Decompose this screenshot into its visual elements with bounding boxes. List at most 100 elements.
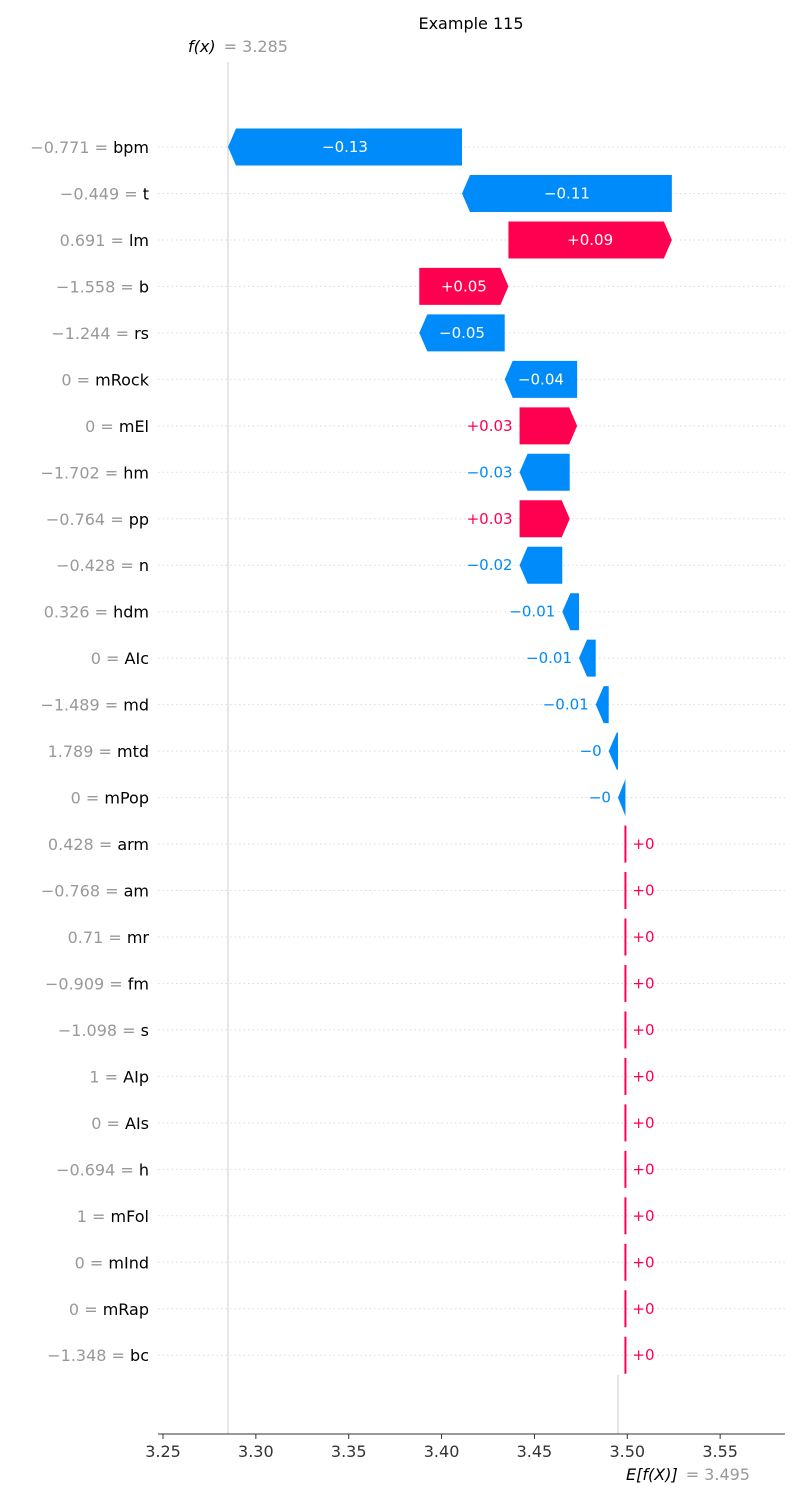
bar-label: −0.01: [526, 649, 572, 667]
fx-annotation: f(x) = 3.285: [188, 37, 288, 56]
feature-value: −0.764 =: [46, 510, 129, 529]
x-tick-label: 3.25: [145, 1442, 181, 1461]
bar-label: +0: [632, 1207, 654, 1225]
grid-layer: [158, 146, 785, 1356]
feature-name: arm: [117, 835, 149, 854]
feature-value: −0.428 =: [56, 556, 139, 575]
bar-label: −0.01: [509, 603, 555, 621]
feature-value: 0.428 =: [48, 835, 117, 854]
feature-name: rs: [134, 324, 149, 343]
feature-name: pp: [129, 510, 149, 529]
efx-value-label: = 3.495: [686, 1465, 750, 1484]
bar-md: [595, 686, 609, 724]
feature-name: mr: [127, 928, 150, 947]
feature-label: −0.768 = am: [41, 882, 149, 901]
bar-label: −0: [580, 742, 602, 760]
feature-label: 0.326 = hdm: [44, 603, 149, 622]
bar-label: −0.03: [467, 463, 513, 481]
feature-label: −1.558 = b: [56, 277, 149, 296]
feature-name: t: [143, 184, 149, 203]
bar-mPop: [617, 779, 626, 817]
bar-label: +0: [632, 1346, 654, 1364]
feature-value: −0.694 =: [56, 1160, 139, 1179]
feature-value: 1.789 =: [48, 742, 117, 761]
bar-label: +0: [632, 835, 654, 853]
feature-value: −1.098 =: [58, 1021, 141, 1040]
feature-name: mPop: [104, 789, 149, 808]
bar-mEl: [519, 407, 578, 445]
feature-name: hm: [123, 463, 149, 482]
feature-value: 0.326 =: [44, 603, 113, 622]
bar-AIc: [578, 639, 596, 677]
efx-symbol: E[f(X)]: [626, 1465, 678, 1484]
bar-label: +0: [632, 1160, 654, 1178]
bar-label: +0.03: [467, 417, 513, 435]
feature-label: −1.244 = rs: [51, 324, 149, 343]
bar-label: +0: [632, 1300, 654, 1318]
fx-value-label: = 3.285: [224, 37, 288, 56]
bars-layer: −0.13 −0.11 +0.09 +0.05 −0.05 −0.04 +0.03 −0.03…: [227, 128, 672, 1374]
feature-value: −0.449 =: [60, 184, 143, 203]
x-tick-label: 3.30: [238, 1442, 274, 1461]
feature-value: 0 =: [61, 370, 95, 389]
svg-text:E[f(X)] = 3.495: E[f(X)] = 3.495: [626, 1465, 750, 1484]
feature-name: AIs: [125, 1114, 149, 1133]
feature-label: 0 = AIc: [91, 649, 149, 668]
feature-label: 1 = mFol: [77, 1207, 149, 1226]
feature-name: am: [124, 882, 149, 901]
svg-text:f(x) = 3.285: f(x) = 3.285: [188, 37, 288, 56]
feature-label: −0.449 = t: [60, 184, 149, 203]
feature-name: lm: [129, 231, 149, 250]
feature-name: mFol: [111, 1207, 149, 1226]
feature-label: −0.771 = bpm: [30, 138, 149, 157]
feature-label: −1.489 = md: [40, 696, 149, 715]
bar-label: +0: [632, 1114, 654, 1132]
bar-hdm: [562, 593, 579, 631]
reference-lines: [227, 62, 619, 1434]
bar-label: −0.04: [518, 370, 564, 388]
feature-value: −1.489 =: [40, 696, 123, 715]
bar-label: +0: [632, 1021, 654, 1039]
bar-pp: [519, 500, 570, 538]
feature-value: −0.909 =: [45, 974, 128, 993]
efx-annotation: E[f(X)] = 3.495: [626, 1465, 750, 1484]
feature-label: −1.702 = hm: [40, 463, 149, 482]
feature-value: −1.348 =: [47, 1346, 130, 1365]
feature-label: 0.691 = lm: [60, 231, 149, 250]
feature-value: −0.768 =: [41, 882, 124, 901]
feature-label: −0.909 = fm: [45, 974, 149, 993]
feature-value: 0.691 =: [60, 231, 129, 250]
feature-value: 0 =: [85, 417, 119, 436]
feature-name: h: [139, 1160, 149, 1179]
feature-label: 1.789 = mtd: [48, 742, 149, 761]
x-tick-label: 3.35: [331, 1442, 367, 1461]
feature-label: −1.348 = bc: [47, 1346, 149, 1365]
feature-label: 0 = AIs: [91, 1114, 149, 1133]
bar-n: [519, 546, 563, 584]
feature-value: 0 =: [75, 1253, 109, 1272]
bar-label: −0.05: [439, 324, 485, 342]
feature-name: mRap: [103, 1300, 149, 1319]
bar-label: −0: [589, 789, 611, 807]
bar-label: +0: [632, 928, 654, 946]
feature-name: b: [139, 277, 149, 296]
bar-label: −0.01: [543, 696, 589, 714]
bar-label: −0.02: [467, 556, 513, 574]
bar-label: −0.13: [322, 138, 368, 156]
x-axis: 3.25 3.30 3.35 3.40 3.45 3.50 3.55: [145, 1433, 785, 1461]
feature-label: 1 = AIp: [89, 1067, 149, 1086]
feature-name: mInd: [108, 1253, 149, 1272]
bar-lm: [508, 221, 672, 259]
bar-label: +0.03: [467, 510, 513, 528]
bar-b: [419, 267, 509, 305]
feature-label: −0.764 = pp: [46, 510, 149, 529]
x-tick-label: 3.45: [517, 1442, 553, 1461]
bar-mtd: [608, 732, 618, 770]
feature-name: mEl: [119, 417, 149, 436]
feature-value: 0 =: [69, 1300, 103, 1319]
x-tick-label: 3.40: [424, 1442, 460, 1461]
feature-label: 0 = mInd: [75, 1253, 149, 1272]
bar-hm: [519, 453, 570, 491]
bar-label: +0.05: [441, 277, 487, 295]
feature-name: AIp: [123, 1067, 149, 1086]
